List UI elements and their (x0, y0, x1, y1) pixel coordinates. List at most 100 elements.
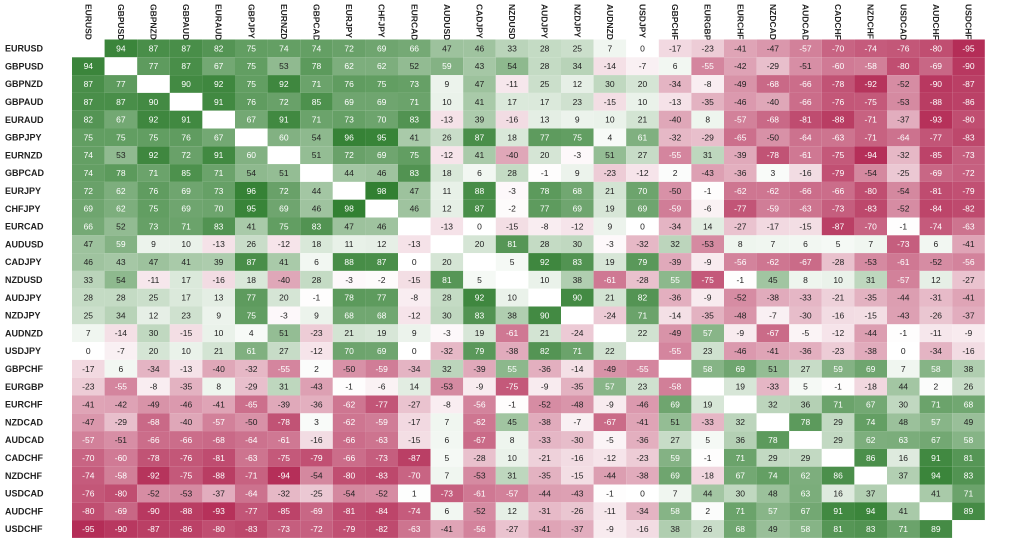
heatmap-cell (430, 288, 464, 307)
cell-value-label: -61 (278, 435, 291, 445)
heatmap-cell (463, 92, 496, 111)
cell-value-label: -8 (150, 382, 158, 392)
heatmap-cell (365, 342, 398, 360)
heatmap-cell (919, 57, 953, 76)
cell-value-label: -12 (408, 310, 421, 320)
cell-value-label: -76 (832, 97, 845, 107)
cell-value-label: 7 (445, 417, 450, 427)
heatmap-cell (658, 306, 692, 325)
cell-value-label: -69 (930, 168, 943, 178)
cell-value-label: -41 (962, 293, 975, 303)
heatmap-cell (658, 377, 692, 396)
cell-value-label: -59 (376, 364, 389, 374)
cell-value-label: -29 (115, 417, 128, 427)
cell-value-label: 62 (866, 435, 876, 445)
cell-value-label: 45 (507, 417, 517, 427)
cell-value-label: 74 (312, 43, 322, 53)
cell-value-label: 7 (608, 43, 613, 53)
cell-value-label: 69 (377, 43, 387, 53)
cell-value-label: 0 (412, 346, 417, 356)
cell-value-label: -50 (343, 364, 356, 374)
heatmap-cell (300, 359, 333, 378)
heatmap-cell (561, 448, 594, 467)
heatmap-cell (528, 413, 561, 432)
cell-value-label: 70 (377, 115, 387, 125)
heatmap-cell (528, 306, 561, 325)
cell-value-label: -73 (278, 524, 291, 534)
heatmap-cell (72, 324, 105, 343)
heatmap-cell (137, 413, 170, 432)
cell-value-label: 5 (477, 275, 482, 285)
heatmap-cell (756, 520, 790, 538)
heatmap-cell (332, 395, 366, 414)
cell-value-label: 71 (736, 453, 746, 463)
heatmap-cell (756, 110, 790, 129)
cell-value-label: 78 (344, 293, 354, 303)
row-label: GBPCAD (5, 168, 45, 178)
cell-value-label: 70 (214, 204, 224, 214)
cell-value-label: 10 (507, 293, 517, 303)
cell-value-label: -41 (539, 524, 552, 534)
cell-value-label: 74 (866, 417, 876, 427)
heatmap-cell (300, 413, 333, 432)
cell-value-label: 17 (181, 293, 191, 303)
cell-value-label: 44 (312, 186, 322, 196)
heatmap-cell (300, 57, 333, 76)
cell-value-label: 48 (768, 488, 778, 498)
heatmap-cell (169, 181, 203, 200)
heatmap-cell (854, 466, 887, 485)
heatmap-cell (658, 75, 692, 93)
cell-value-label: 76 (149, 186, 159, 196)
heatmap-cell (821, 217, 855, 236)
cell-value-label: -57 (213, 417, 226, 427)
heatmap-cell (430, 413, 464, 432)
cell-value-label: 21 (214, 346, 224, 356)
cell-value-label: -8 (541, 221, 549, 231)
heatmap-cell (756, 306, 790, 325)
heatmap-cell (756, 39, 790, 58)
cell-value-label: -68 (767, 79, 780, 89)
heatmap-cell (137, 199, 170, 218)
cell-value-label: -2 (508, 204, 516, 214)
heatmap-cell (72, 75, 105, 93)
cell-value-label: 46 (312, 204, 322, 214)
heatmap-cell (137, 92, 170, 111)
cell-value-label: 75 (84, 132, 94, 142)
cell-value-label: -14 (669, 310, 682, 320)
heatmap-cell (789, 395, 822, 414)
heatmap-cell (235, 502, 268, 521)
cell-value-label: 21 (605, 186, 615, 196)
heatmap-cell (430, 431, 464, 449)
cell-value-label: 88 (344, 257, 354, 267)
heatmap-cell (724, 199, 757, 218)
heatmap-cell (463, 39, 496, 58)
heatmap-cell (528, 484, 561, 503)
cell-value-label: -70 (832, 43, 845, 53)
cell-value-label: -52 (930, 257, 943, 267)
heatmap-cell (365, 146, 398, 165)
cell-value-label: 23 (703, 346, 713, 356)
heatmap-cell (789, 431, 822, 449)
cell-value-label: 85 (181, 168, 191, 178)
cell-value-label: 41 (247, 221, 257, 231)
column-label: GBPCAD (312, 4, 322, 41)
cell-value-label: 5 (510, 257, 515, 267)
heatmap-cell (169, 342, 203, 360)
heatmap-cell (561, 92, 594, 111)
heatmap-cell (137, 377, 170, 396)
heatmap-cell (202, 448, 235, 467)
cell-value-label: 59 (116, 239, 126, 249)
heatmap-cell (626, 484, 659, 503)
cell-value-label: 19 (703, 399, 713, 409)
heatmap-cells: 94 87 87 82 75 74 74 72 69 66 47 46 33 28 25 7 0 -17 -23 -4… (72, 39, 985, 538)
cell-value-label: 59 (833, 364, 843, 374)
heatmap-cell (626, 324, 659, 343)
cell-value-label: -82 (376, 524, 389, 534)
cell-value-label: -61 (897, 257, 910, 267)
heatmap-cell (104, 199, 138, 218)
heatmap-cell (626, 217, 659, 236)
cell-value-label: -36 (310, 399, 323, 409)
cell-value-label: -68 (147, 417, 160, 427)
cell-value-label: 95 (377, 132, 387, 142)
cell-value-label: 10 (638, 97, 648, 107)
